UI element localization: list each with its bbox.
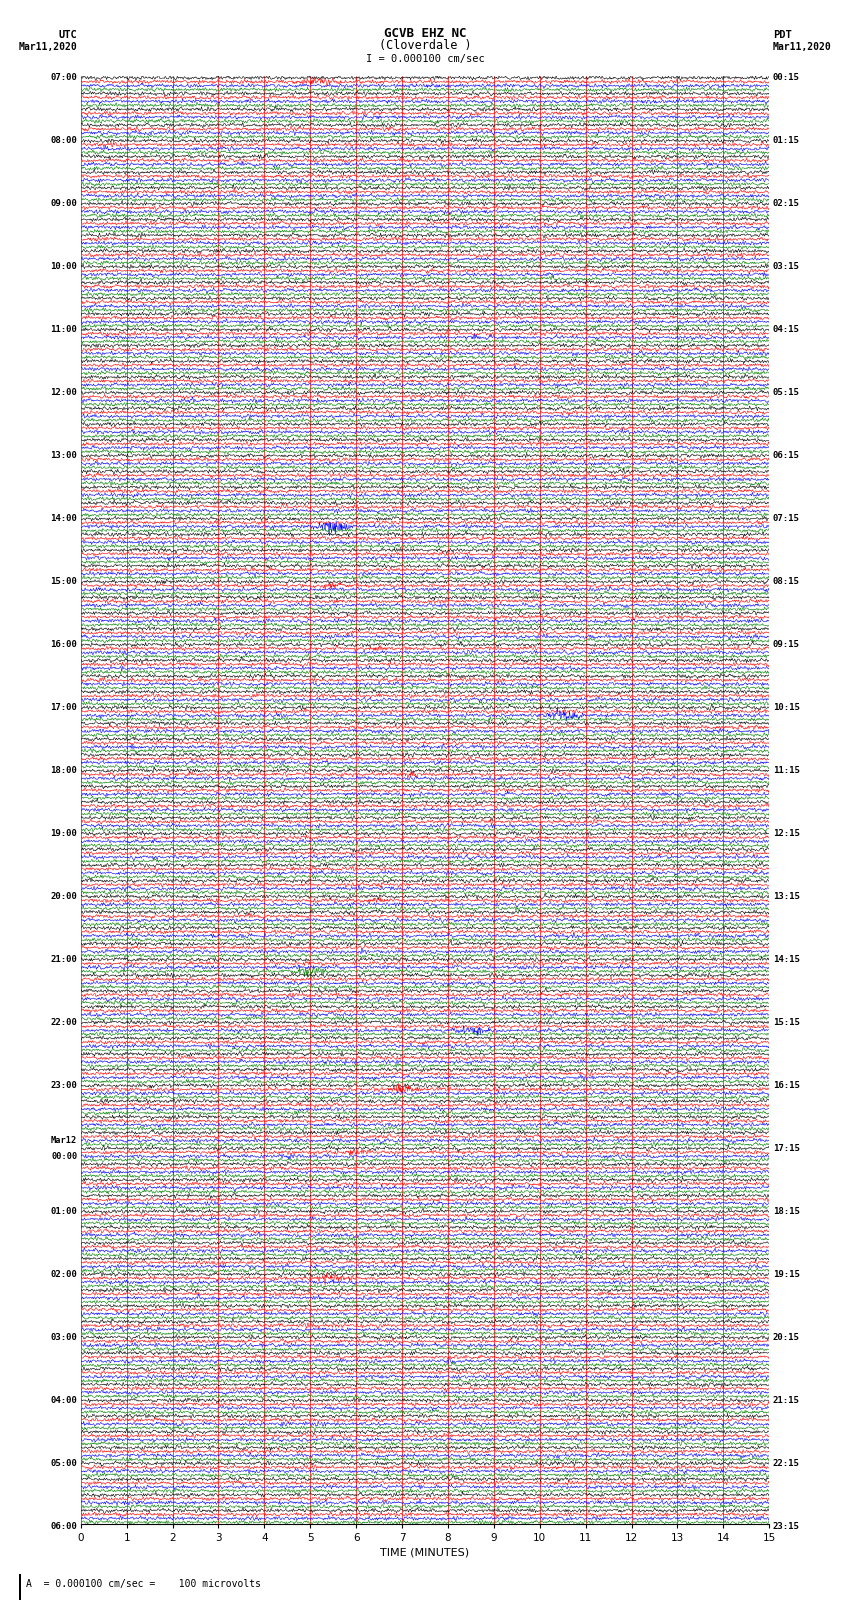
Text: UTC: UTC — [59, 29, 77, 39]
Text: 23:15: 23:15 — [773, 1521, 800, 1531]
Text: 12:00: 12:00 — [50, 389, 77, 397]
Text: 14:00: 14:00 — [50, 515, 77, 523]
Text: 11:00: 11:00 — [50, 326, 77, 334]
Text: 07:15: 07:15 — [773, 515, 800, 523]
Text: 01:00: 01:00 — [50, 1207, 77, 1216]
Text: 18:15: 18:15 — [773, 1207, 800, 1216]
Text: 15:00: 15:00 — [50, 577, 77, 586]
Text: (Cloverdale ): (Cloverdale ) — [379, 39, 471, 52]
Text: 18:00: 18:00 — [50, 766, 77, 774]
Text: 11:15: 11:15 — [773, 766, 800, 774]
Text: 13:00: 13:00 — [50, 452, 77, 460]
Text: 02:15: 02:15 — [773, 200, 800, 208]
Text: 21:15: 21:15 — [773, 1395, 800, 1405]
Text: 17:15: 17:15 — [773, 1144, 800, 1153]
Text: 05:15: 05:15 — [773, 389, 800, 397]
Text: 20:15: 20:15 — [773, 1332, 800, 1342]
Text: 17:00: 17:00 — [50, 703, 77, 711]
Text: 00:15: 00:15 — [773, 73, 800, 82]
Text: 19:15: 19:15 — [773, 1269, 800, 1279]
Text: 06:15: 06:15 — [773, 452, 800, 460]
Text: GCVB EHZ NC: GCVB EHZ NC — [383, 26, 467, 39]
Text: 12:15: 12:15 — [773, 829, 800, 839]
Text: Mar11,2020: Mar11,2020 — [19, 42, 77, 52]
Text: 08:00: 08:00 — [50, 135, 77, 145]
Text: Mar12: Mar12 — [51, 1136, 77, 1145]
Text: 23:00: 23:00 — [50, 1081, 77, 1090]
Text: I = 0.000100 cm/sec: I = 0.000100 cm/sec — [366, 53, 484, 65]
Text: 04:00: 04:00 — [50, 1395, 77, 1405]
Text: Mar11,2020: Mar11,2020 — [773, 42, 831, 52]
X-axis label: TIME (MINUTES): TIME (MINUTES) — [381, 1547, 469, 1558]
Text: 19:00: 19:00 — [50, 829, 77, 839]
Text: 01:15: 01:15 — [773, 135, 800, 145]
Text: 15:15: 15:15 — [773, 1018, 800, 1027]
Text: 16:15: 16:15 — [773, 1081, 800, 1090]
Text: 22:15: 22:15 — [773, 1458, 800, 1468]
Text: 07:00: 07:00 — [50, 73, 77, 82]
Text: 04:15: 04:15 — [773, 326, 800, 334]
Text: 05:00: 05:00 — [50, 1458, 77, 1468]
Text: 02:00: 02:00 — [50, 1269, 77, 1279]
Text: 14:15: 14:15 — [773, 955, 800, 965]
Text: 10:15: 10:15 — [773, 703, 800, 711]
Text: 22:00: 22:00 — [50, 1018, 77, 1027]
Text: 03:15: 03:15 — [773, 263, 800, 271]
Text: 09:00: 09:00 — [50, 200, 77, 208]
Text: PDT: PDT — [773, 29, 791, 39]
Text: 08:15: 08:15 — [773, 577, 800, 586]
Text: 13:15: 13:15 — [773, 892, 800, 902]
Text: 20:00: 20:00 — [50, 892, 77, 902]
Text: 09:15: 09:15 — [773, 640, 800, 648]
Text: 16:00: 16:00 — [50, 640, 77, 648]
Text: 21:00: 21:00 — [50, 955, 77, 965]
Text: 10:00: 10:00 — [50, 263, 77, 271]
Text: 03:00: 03:00 — [50, 1332, 77, 1342]
Text: 06:00: 06:00 — [50, 1521, 77, 1531]
Text: 00:00: 00:00 — [51, 1152, 77, 1161]
Text: A  = 0.000100 cm/sec =    100 microvolts: A = 0.000100 cm/sec = 100 microvolts — [26, 1579, 260, 1589]
